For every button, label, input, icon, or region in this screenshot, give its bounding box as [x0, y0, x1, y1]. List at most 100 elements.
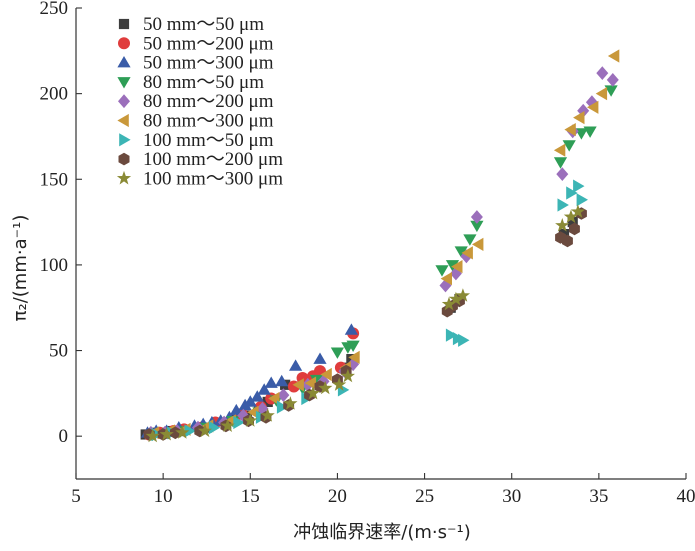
x-tick-label: 15	[241, 486, 260, 507]
data-point	[567, 216, 578, 228]
data-point	[247, 405, 259, 419]
data-point	[277, 388, 290, 402]
data-point	[470, 210, 483, 224]
legend-item: 50 mm～50 μm	[118, 14, 264, 35]
data-point	[330, 347, 344, 359]
data-point	[454, 246, 468, 258]
x-tick-label: 20	[328, 486, 347, 507]
data-point	[348, 350, 360, 364]
legend-marker	[118, 94, 130, 109]
y-axis-title: π₂/(mm·a⁻¹)	[10, 215, 31, 322]
x-tick-label: 40	[677, 486, 695, 507]
x-tick-label: 10	[154, 486, 173, 507]
data-point	[451, 260, 463, 274]
legend-marker	[117, 113, 129, 128]
legend-item: 80 mm～300 μm	[117, 111, 274, 132]
legend-marker	[117, 77, 131, 89]
data-point	[292, 378, 304, 392]
data-point	[439, 278, 452, 293]
data-point	[441, 296, 457, 311]
data-point	[607, 49, 620, 63]
data-point	[283, 396, 298, 410]
legend-marker	[119, 133, 131, 147]
x-tick-label: 30	[502, 486, 521, 507]
data-point	[461, 246, 473, 260]
data-point	[309, 374, 324, 387]
data-point	[587, 100, 599, 114]
data-points	[140, 49, 620, 443]
data-point	[455, 288, 470, 302]
data-point	[573, 111, 585, 125]
data-point	[197, 423, 213, 438]
data-point	[208, 421, 221, 435]
y-tick-label: 0	[59, 426, 69, 447]
x-axis-title: 冲蚀临界速率/(m·s⁻¹)	[293, 522, 470, 543]
data-point	[563, 209, 579, 223]
data-point	[585, 95, 598, 110]
data-point	[145, 428, 160, 443]
data-point	[257, 383, 271, 395]
legend-label: 100 mm～200 μm	[143, 149, 283, 170]
y-tick-label: 150	[40, 169, 69, 190]
data-point	[562, 234, 573, 248]
legend-label: 80 mm～300 μm	[143, 111, 274, 132]
data-point	[318, 380, 333, 395]
data-point	[175, 425, 190, 439]
data-point	[576, 193, 588, 207]
legend-item: 50 mm～200 μm	[118, 33, 274, 54]
data-point	[564, 123, 576, 137]
data-point	[555, 218, 570, 232]
y-tick-label: 100	[40, 255, 69, 276]
data-point	[448, 291, 464, 306]
data-point	[445, 328, 458, 342]
series-1	[140, 216, 578, 440]
data-point	[583, 126, 597, 138]
legend-marker	[116, 170, 132, 185]
data-point	[184, 424, 196, 438]
data-point	[606, 73, 619, 87]
legend-marker	[118, 152, 130, 166]
data-point	[470, 220, 484, 233]
legend-label: 100 mm～300 μm	[143, 168, 283, 189]
y-tick-label: 250	[40, 0, 69, 19]
x-tick-label: 25	[415, 486, 434, 507]
data-point	[233, 415, 245, 430]
legend-item: 100 mm～50 μm	[119, 130, 274, 151]
data-point	[169, 426, 181, 440]
data-point	[562, 140, 576, 152]
data-point	[250, 390, 264, 402]
legend-label: 50 mm～300 μm	[143, 53, 274, 74]
data-point	[159, 427, 174, 441]
data-point	[260, 408, 275, 422]
data-point	[264, 376, 278, 388]
legend-item: 100 mm～300 μm	[116, 168, 283, 189]
data-point	[569, 222, 580, 236]
data-point	[320, 367, 332, 382]
data-point	[220, 418, 235, 432]
y-tick-label: 200	[40, 84, 69, 105]
data-point	[276, 400, 289, 414]
x-axis: 5 10 15 20 25 30 35 40	[71, 473, 695, 507]
data-point	[595, 87, 608, 101]
series-7	[151, 179, 588, 442]
legend-marker	[118, 37, 130, 50]
data-point	[604, 85, 618, 97]
data-point	[289, 359, 303, 371]
data-point	[463, 234, 477, 246]
data-point	[440, 272, 452, 286]
data-point	[553, 157, 568, 169]
data-point	[435, 265, 449, 277]
data-point	[570, 204, 586, 218]
data-point	[344, 323, 358, 335]
data-point	[553, 143, 566, 157]
x-tick-label: 5	[71, 486, 81, 507]
legend-item: 80 mm～200 μm	[118, 91, 274, 112]
series-8	[143, 207, 587, 441]
data-point	[346, 340, 360, 352]
legend-marker	[117, 56, 131, 68]
series-9	[145, 204, 586, 443]
data-point	[268, 391, 280, 406]
data-point	[596, 66, 609, 80]
